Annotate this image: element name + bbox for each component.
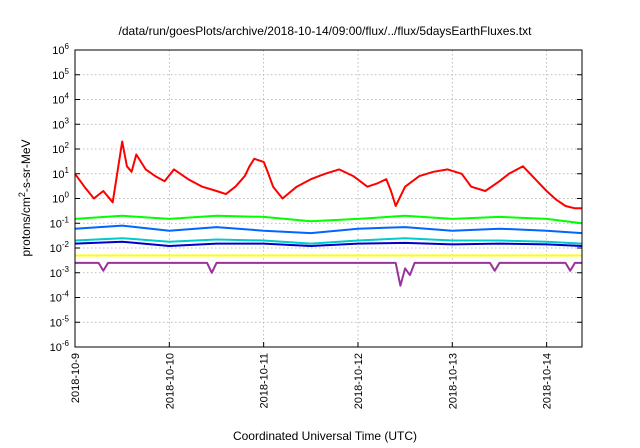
y-tick-label: 100: [52, 191, 69, 206]
y-tick-label: 10-4: [50, 290, 70, 305]
series-group: [74, 140, 583, 287]
y-tick-label: 101: [52, 166, 69, 181]
y-tick-label: 10-2: [50, 240, 70, 255]
x-axis-label: Coordinated Universal Time (UTC): [233, 429, 417, 443]
y-tick-label: 105: [52, 67, 69, 82]
x-tick-label: 2018-10-13: [447, 353, 459, 409]
chart-title: /data/run/goesPlots/archive/2018-10-14/0…: [119, 24, 533, 38]
y-axis-label: protons/cm2-s-sr-MeV: [17, 139, 33, 256]
series-line: [74, 140, 582, 210]
y-tick-label: 106: [52, 42, 69, 57]
series-line: [74, 214, 583, 225]
y-axis-label-rest: -s-sr-MeV: [19, 139, 33, 192]
x-tick-label: 2018-10-14: [542, 353, 554, 409]
grid: [74, 49, 582, 348]
y-tick-label: 103: [52, 116, 69, 131]
x-tick-label: 2018-10-11: [259, 353, 271, 408]
plot-frame: [74, 49, 583, 348]
y-tick-labels: 106 105 104 103 102 101 100 10-1 10-2 10-3 10-4 10-…: [50, 42, 70, 354]
series-line: [74, 237, 583, 245]
y-tick-label: 10-1: [50, 215, 70, 230]
x-tick-label: 2018-10-12: [353, 353, 365, 409]
x-tick-label: 2018-10-9: [70, 353, 82, 403]
x-tick-label: 2018-10-10: [164, 353, 176, 409]
series-line: [74, 224, 583, 235]
y-axis-label-sup: 2: [17, 192, 27, 197]
y-axis-label-base: protons/cm: [19, 197, 33, 256]
y-tick-label: 10-3: [50, 265, 70, 280]
y-tick-label: 104: [52, 92, 69, 107]
y-tick-label: 102: [52, 141, 69, 156]
series-line: [75, 261, 582, 287]
y-tick-label: 10-6: [50, 339, 70, 354]
x-tick-labels: 2018-10-9 2018-10-10 2018-10-11 2018-10-12 2…: [70, 353, 554, 409]
y-tick-label: 10-5: [50, 314, 70, 329]
series-line: [74, 240, 583, 247]
